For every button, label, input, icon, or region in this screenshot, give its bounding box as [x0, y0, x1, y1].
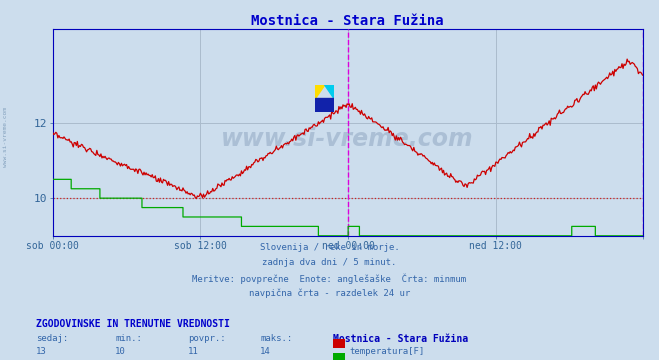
Text: ZGODOVINSKE IN TRENUTNE VREDNOSTI: ZGODOVINSKE IN TRENUTNE VREDNOSTI	[36, 319, 230, 329]
Text: 10: 10	[115, 347, 126, 356]
Text: Slovenija / reke in morje.: Slovenija / reke in morje.	[260, 243, 399, 252]
Polygon shape	[315, 98, 333, 112]
Text: zadnja dva dni / 5 minut.: zadnja dva dni / 5 minut.	[262, 258, 397, 267]
Text: www.si-vreme.com: www.si-vreme.com	[221, 126, 474, 150]
Text: 11: 11	[188, 347, 198, 356]
Text: sedaj:: sedaj:	[36, 334, 69, 343]
Polygon shape	[324, 85, 333, 98]
Text: temperatura[F]: temperatura[F]	[349, 347, 424, 356]
Text: povpr.:: povpr.:	[188, 334, 225, 343]
Text: 14: 14	[260, 347, 271, 356]
Text: Meritve: povprečne  Enote: anglešaške  Črta: minmum: Meritve: povprečne Enote: anglešaške Črt…	[192, 273, 467, 284]
Title: Mostnica - Stara Fužina: Mostnica - Stara Fužina	[251, 14, 444, 28]
Text: Mostnica - Stara Fužina: Mostnica - Stara Fužina	[333, 334, 468, 344]
Text: navpična črta - razdelek 24 ur: navpična črta - razdelek 24 ur	[249, 288, 410, 298]
Polygon shape	[315, 85, 324, 98]
Text: 13: 13	[36, 347, 47, 356]
Text: www.si-vreme.com: www.si-vreme.com	[3, 107, 8, 167]
Text: min.:: min.:	[115, 334, 142, 343]
Text: maks.:: maks.:	[260, 334, 293, 343]
